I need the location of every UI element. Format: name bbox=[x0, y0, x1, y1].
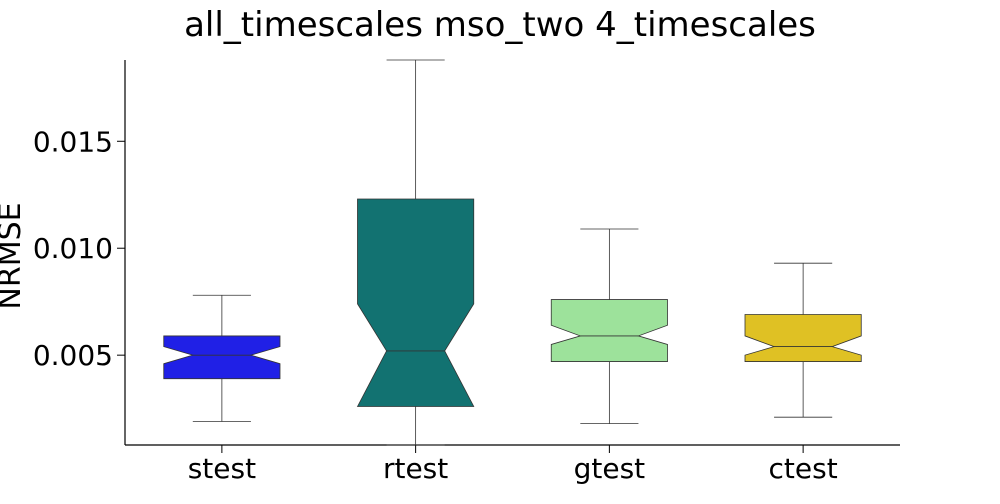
chart-title: all_timescales mso_two 4_timescales bbox=[184, 5, 816, 45]
y-tick-label: 0.005 bbox=[33, 339, 113, 372]
x-tick-label: gtest bbox=[574, 452, 646, 485]
x-tick-label: stest bbox=[188, 452, 256, 485]
plot-area: 0.005 0.010 0.015 stest rtest gtest ctest bbox=[33, 59, 900, 485]
box-rtest bbox=[356, 198, 475, 407]
y-tick-label: 0.015 bbox=[33, 125, 113, 158]
box-ctest bbox=[744, 314, 862, 362]
y-tick-label: 0.010 bbox=[33, 232, 113, 265]
box-gtest bbox=[550, 299, 668, 362]
x-tick-label: ctest bbox=[769, 452, 838, 485]
y-axis-label: NRMSE bbox=[0, 202, 28, 309]
box-stest bbox=[163, 335, 281, 380]
x-tick-label: rtest bbox=[383, 452, 448, 485]
